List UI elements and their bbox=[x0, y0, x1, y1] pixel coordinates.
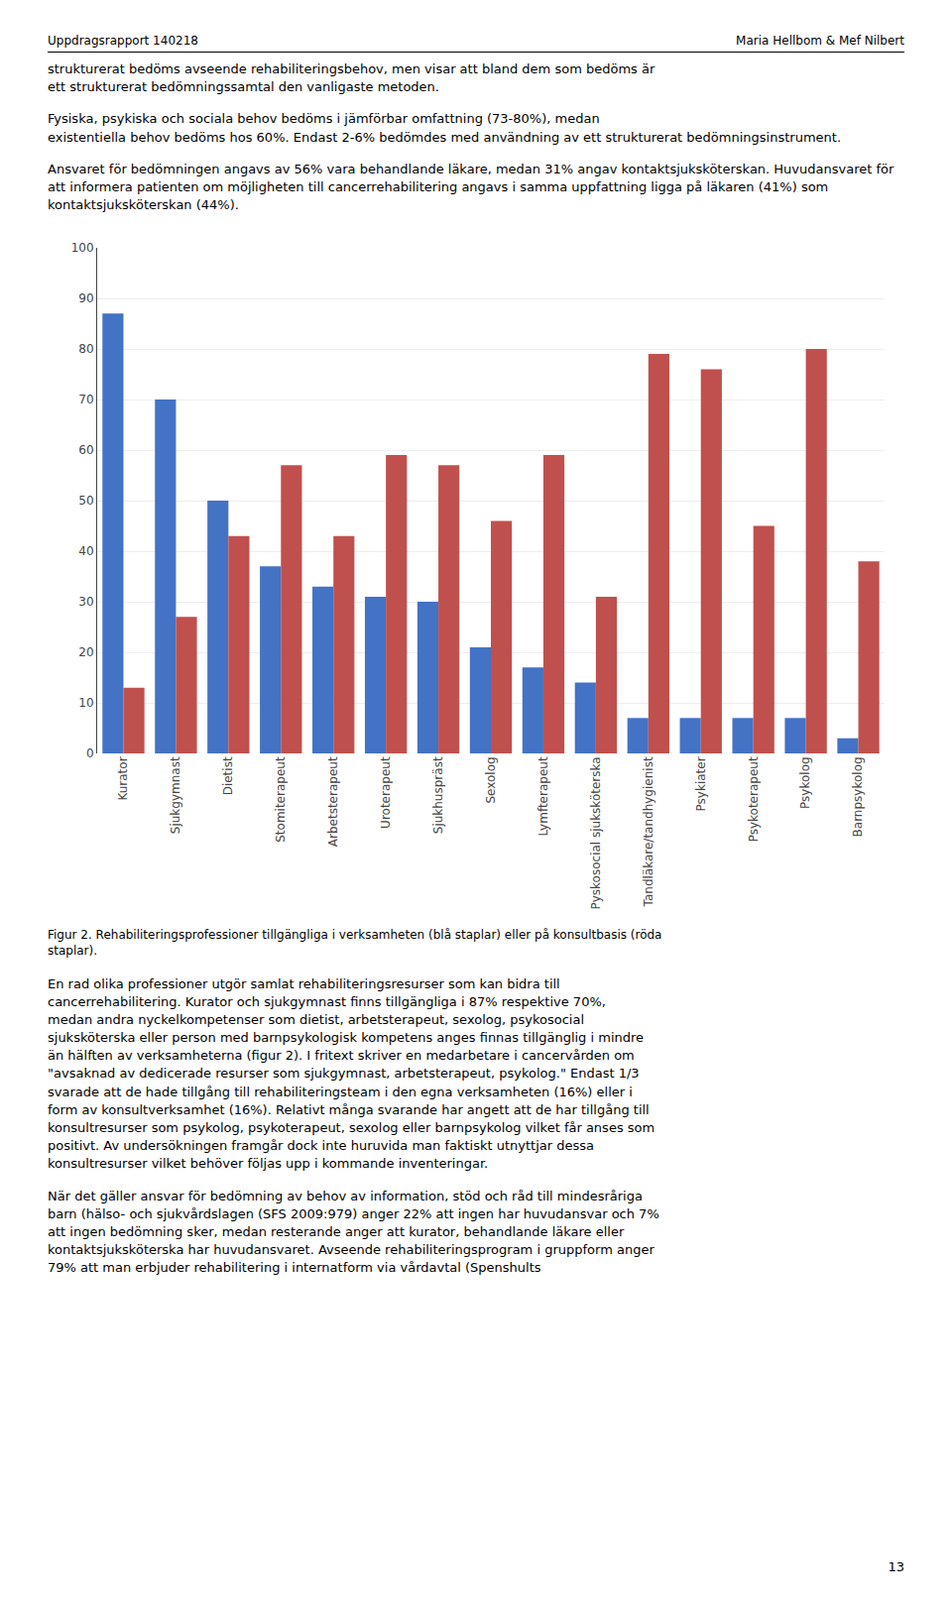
svg-text:30: 30 bbox=[78, 595, 94, 610]
svg-text:20: 20 bbox=[78, 646, 94, 661]
html-text:Ansvaret för bedömningen angav: Ansvaret för bedömningen angavs av 56% v… bbox=[47, 161, 894, 213]
svg-text:Pyskosocial sjuksköterska: Pyskosocial sjuksköterska bbox=[589, 757, 603, 911]
svg-text:Kurator: Kurator bbox=[116, 757, 130, 802]
html-text:Fysiska, psykiska och sociala: Fysiska, psykiska och sociala behov bedö… bbox=[47, 111, 841, 145]
html-text:strukturerat bedöms avseende r: strukturerat bedöms avseende rehabiliter… bbox=[47, 61, 655, 95]
html-text:En rad olika professioner utgö: En rad olika professioner utgör samlat r… bbox=[47, 976, 655, 1172]
svg-text:60: 60 bbox=[78, 444, 94, 459]
html-text:13: 13 bbox=[888, 1559, 905, 1575]
html-text:När det gäller ansvar för bedö: När det gäller ansvar för bedömning av b… bbox=[47, 1188, 660, 1276]
svg-text:Sjukgymnast: Sjukgymnast bbox=[168, 756, 183, 834]
svg-text:70: 70 bbox=[78, 393, 94, 408]
svg-text:Sjukhuspräst: Sjukhuspräst bbox=[431, 756, 446, 834]
html-text:Maria Hellbom & Mef Nilbert: Maria Hellbom & Mef Nilbert bbox=[735, 33, 905, 48]
html-text:Uppdragsrapport 140218: Uppdragsrapport 140218 bbox=[47, 33, 199, 48]
svg-text:Barnpsykolog: Barnpsykolog bbox=[850, 757, 865, 838]
svg-text:Sexolog: Sexolog bbox=[483, 757, 498, 805]
svg-text:Psykolog: Psykolog bbox=[799, 757, 814, 811]
svg-text:Uroterapeut: Uroterapeut bbox=[378, 756, 393, 830]
svg-text:Psykiater: Psykiater bbox=[694, 757, 709, 813]
svg-text:Lymfterapeut: Lymfterapeut bbox=[536, 756, 551, 836]
svg-text:40: 40 bbox=[78, 545, 94, 560]
svg-text:Stomiterapeut: Stomiterapeut bbox=[273, 756, 288, 843]
svg-text:Tandläkare/tandhygienist: Tandläkare/tandhygienist bbox=[641, 756, 656, 908]
svg-text:0: 0 bbox=[86, 747, 95, 762]
svg-text:Psykoterapeut: Psykoterapeut bbox=[746, 756, 761, 842]
svg-text:Dietist: Dietist bbox=[221, 756, 236, 796]
svg-text:90: 90 bbox=[78, 292, 94, 307]
svg-text:80: 80 bbox=[78, 343, 94, 357]
html-text:Figur 2. Rehabiliteringsprofes: Figur 2. Rehabiliteringsprofessioner til… bbox=[47, 928, 662, 958]
svg-text:10: 10 bbox=[78, 697, 94, 712]
svg-text:50: 50 bbox=[78, 494, 94, 509]
svg-text:Arbetsterapeut: Arbetsterapeut bbox=[326, 756, 341, 847]
svg-text:100: 100 bbox=[71, 241, 95, 256]
